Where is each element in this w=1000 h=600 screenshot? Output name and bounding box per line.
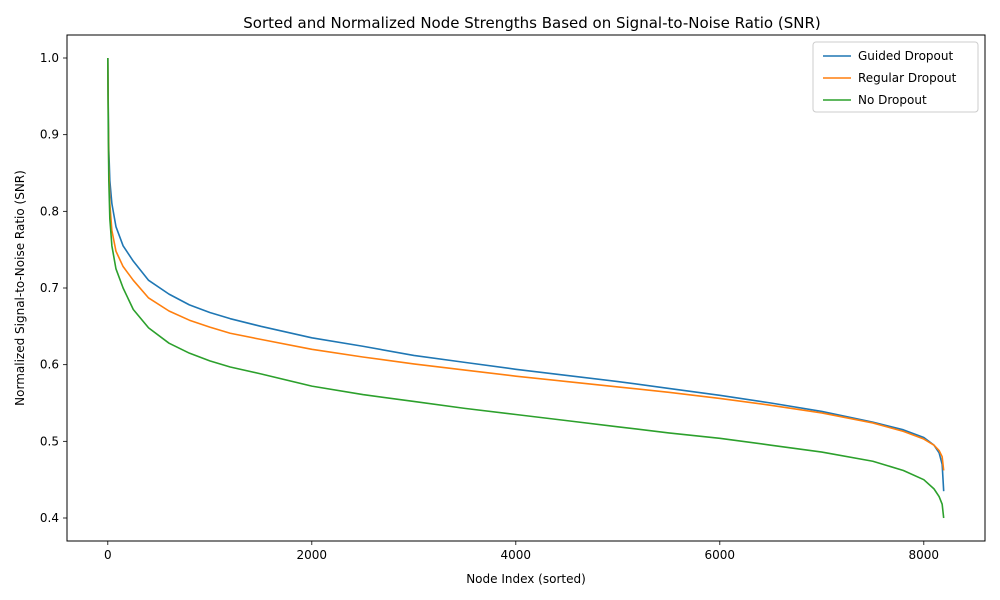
y-tick-label: 1.0 [40, 51, 59, 65]
y-axis-label: Normalized Signal-to-Noise Ratio (SNR) [13, 170, 27, 406]
y-tick-label: 0.6 [40, 358, 59, 372]
x-axis-label: Node Index (sorted) [466, 572, 586, 586]
legend-label-guided-dropout: Guided Dropout [858, 49, 953, 63]
y-tick-label: 0.7 [40, 281, 59, 295]
y-tick-label: 0.4 [40, 511, 59, 525]
legend: Guided Dropout Regular Dropout No Dropou… [812, 41, 979, 113]
x-tick-label: 2000 [297, 548, 328, 562]
legend-label-regular-dropout: Regular Dropout [858, 71, 957, 85]
plot-area [67, 35, 985, 541]
y-axis-ticks: 0.4 0.5 0.6 0.7 0.8 0.9 1.0 [40, 51, 67, 525]
x-tick-label: 4000 [501, 548, 532, 562]
y-tick-label: 0.8 [40, 204, 59, 218]
x-tick-label: 6000 [705, 548, 736, 562]
series-line-guided-dropout [107, 57, 945, 492]
chart-title: Sorted and Normalized Node Strengths Bas… [243, 14, 821, 32]
x-axis-ticks: 0 2000 4000 6000 8000 [104, 541, 939, 562]
y-tick-label: 0.5 [40, 434, 59, 448]
legend-label-no-dropout: No Dropout [858, 93, 927, 107]
y-tick-label: 0.9 [40, 128, 59, 142]
series-lines [107, 57, 945, 519]
series-line-no-dropout [107, 57, 945, 519]
x-tick-label: 8000 [909, 548, 940, 562]
series-line-regular-dropout [107, 57, 945, 471]
legend-frame [812, 41, 979, 113]
x-tick-label: 0 [104, 548, 112, 562]
